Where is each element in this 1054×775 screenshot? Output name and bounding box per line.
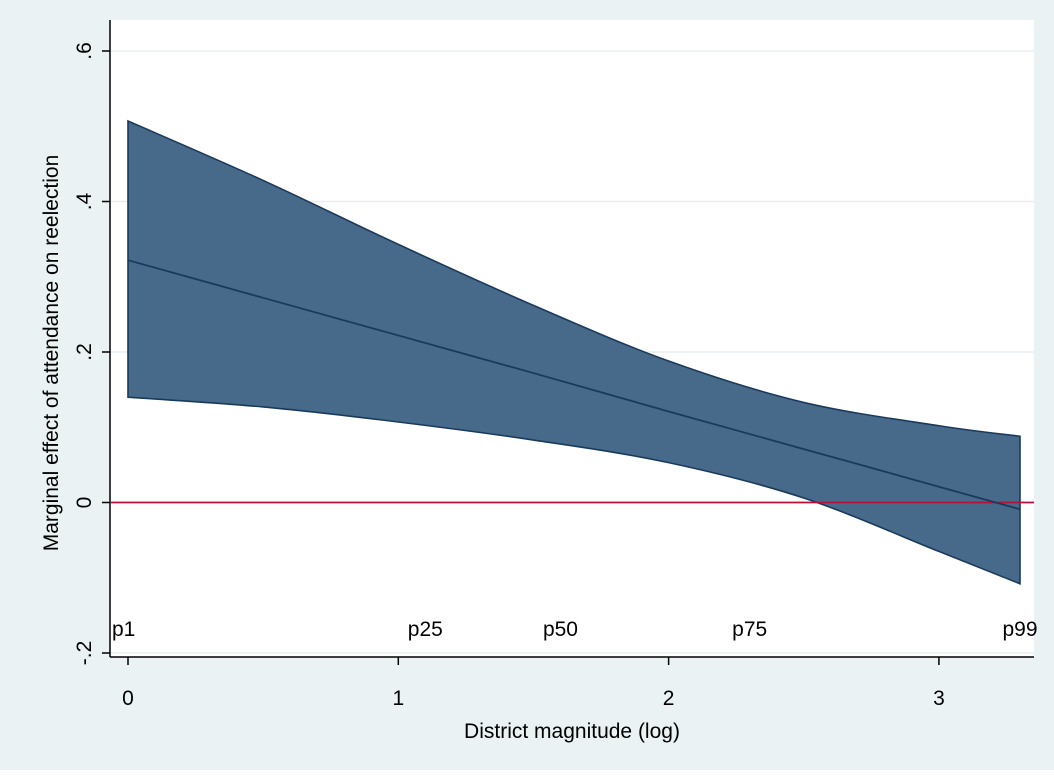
x-tick-label: 2	[663, 687, 675, 710]
y-tick-label: .2	[73, 343, 96, 361]
estimate-line	[127, 259, 1021, 511]
x-axis-ticks: 0 1 2 3	[122, 657, 945, 710]
x-tick-label: 1	[392, 687, 404, 710]
y-axis-ticks: -.2 0 .2 .4 .6	[73, 42, 110, 665]
percentile-label: p75	[732, 618, 767, 641]
x-tick-label: 0	[122, 687, 134, 710]
percentile-label: p99	[1002, 618, 1037, 641]
y-tick-label: .4	[73, 192, 96, 210]
x-axis-label: District magnitude (log)	[464, 720, 680, 743]
percentile-label: p25	[408, 618, 443, 641]
y-tick-label: .6	[73, 42, 96, 60]
x-tick-label: 3	[933, 687, 945, 710]
y-axis-label: Marginal effect of attendance on reelect…	[40, 155, 63, 552]
confidence-band	[127, 119, 1021, 585]
percentile-label: p1	[112, 618, 135, 641]
y-tick-label: -.2	[73, 641, 96, 666]
y-tick-label: 0	[73, 497, 96, 509]
percentile-annotations: p1 p25 p50 p75 p99	[112, 618, 1038, 641]
percentile-label: p50	[543, 618, 578, 641]
